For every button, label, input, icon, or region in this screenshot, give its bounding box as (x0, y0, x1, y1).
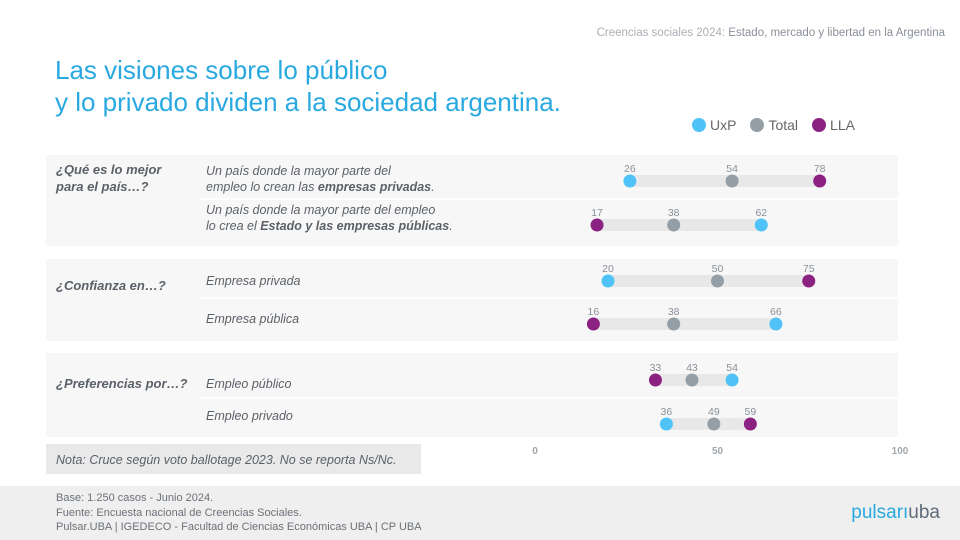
option-label: Un país donde la mayor parte del empleo l… (206, 164, 435, 194)
value-label-uxp: 62 (755, 207, 767, 219)
dot-uxp (601, 274, 615, 288)
dot-lla (743, 417, 757, 431)
dot-lla (813, 174, 827, 188)
pulsar-uba-logo: pulsarıuba (851, 502, 940, 523)
value-label-uxp: 36 (661, 406, 673, 418)
note: Nota: Cruce según voto ballotage 2023. N… (46, 444, 421, 474)
x-tick-label: 0 (532, 446, 538, 457)
option-label: Empresa privada (206, 274, 301, 288)
legend-item-uxp: UxP (692, 117, 736, 133)
legend: UxP Total LLA (692, 117, 855, 133)
dot-total (685, 373, 699, 387)
value-label-lla: 33 (650, 362, 662, 374)
dot-total (667, 218, 681, 232)
question-2: ¿Confianza en…? (56, 278, 166, 293)
value-label-uxp: 54 (726, 362, 738, 374)
question-3: ¿Preferencias por…? (56, 376, 188, 391)
value-label-total: 49 (708, 406, 720, 418)
page-title: Las visiones sobre lo público y lo privad… (55, 55, 561, 117)
row-divider (200, 297, 898, 299)
value-label-lla: 59 (745, 406, 757, 418)
range-bar (608, 275, 809, 287)
value-label-total: 50 (712, 263, 724, 275)
option-label: Empresa pública (206, 312, 300, 326)
option-label: Empleo privado (206, 409, 293, 423)
dot-lla (802, 274, 816, 288)
value-label-lla: 78 (814, 163, 826, 175)
value-label-total: 38 (668, 306, 680, 318)
dot-total (725, 174, 739, 188)
option-label: Empleo público (206, 377, 292, 391)
dot-uxp (769, 317, 783, 331)
row-divider (200, 198, 898, 200)
value-label-lla: 75 (803, 263, 815, 275)
value-label-lla: 17 (591, 207, 603, 219)
value-label-uxp: 26 (624, 163, 636, 175)
lla-swatch (812, 118, 827, 132)
dot-uxp (754, 218, 768, 232)
value-label-uxp: 20 (602, 263, 614, 275)
legend-item-total: Total (750, 117, 798, 133)
value-label-lla: 16 (588, 306, 600, 318)
legend-item-lla: LLA (812, 117, 855, 133)
question-1: ¿Qué es lo mejor para el país…? (56, 162, 162, 194)
value-label-total: 38 (668, 207, 680, 219)
dot-uxp (659, 417, 673, 431)
value-label-total: 54 (726, 163, 738, 175)
dot-total (707, 417, 721, 431)
x-tick-label: 100 (892, 446, 909, 457)
range-bar (629, 175, 820, 187)
dot-lla (586, 317, 600, 331)
dot-total (667, 317, 681, 331)
total-swatch (750, 118, 765, 132)
supertitle: Creencias sociales 2024: Estado, mercado… (596, 27, 945, 39)
range-bar (593, 318, 776, 330)
dot-lla (648, 373, 662, 387)
row-divider (200, 397, 898, 399)
footer: Base: 1.250 casos - Junio 2024. Fuente: E… (0, 486, 960, 540)
dot-uxp (623, 174, 637, 188)
uxp-swatch (692, 118, 706, 132)
value-label-uxp: 66 (770, 306, 782, 318)
value-label-total: 43 (686, 362, 698, 374)
option-label: Un país donde la mayor parte del empleo l… (206, 203, 453, 233)
dot-lla (590, 218, 604, 232)
dot-total (711, 274, 724, 288)
x-tick-label: 50 (712, 446, 724, 457)
dot-uxp (725, 373, 739, 387)
